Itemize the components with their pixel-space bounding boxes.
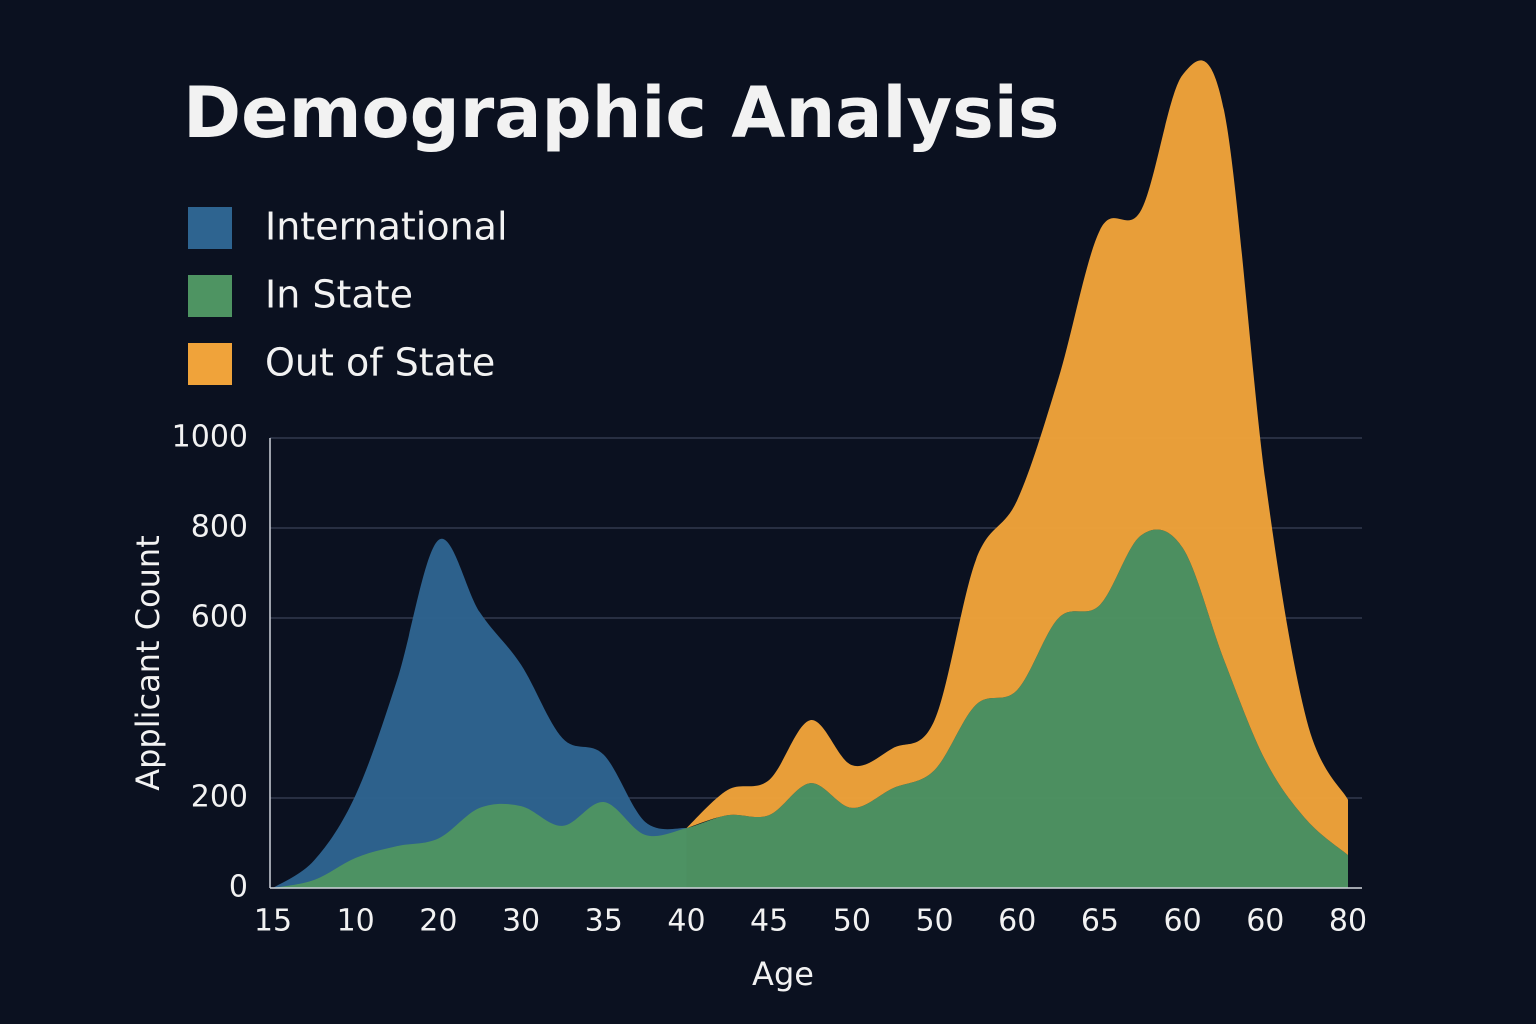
legend-swatch <box>188 207 232 249</box>
plot-area: 0 200 600 800 1000 15 10 20 30 35 40 45 50 50 60 65 60 60… <box>172 60 1367 939</box>
y-tick-label: 800 <box>191 510 248 545</box>
legend-label: In State <box>265 273 413 317</box>
y-tick-label: 1000 <box>172 420 248 455</box>
area <box>686 60 1348 856</box>
legend-label: Out of State <box>265 341 495 385</box>
x-tick-label: 40 <box>667 904 705 939</box>
x-tick-label: 20 <box>419 904 457 939</box>
chart-title: Demographic Analysis <box>183 72 1059 154</box>
legend-swatch <box>188 343 232 385</box>
x-tick-label: 80 <box>1329 904 1367 939</box>
y-tick-label: 200 <box>191 780 248 815</box>
y-axis-label: Applicant Count <box>129 535 167 791</box>
x-tick-label: 10 <box>337 904 375 939</box>
legend-label: International <box>265 205 508 249</box>
legend: International In State Out of State <box>188 205 508 385</box>
y-tick-label: 600 <box>191 600 248 635</box>
legend-swatch <box>188 275 232 317</box>
x-tick-label: 50 <box>915 904 953 939</box>
x-tick-label: 30 <box>502 904 540 939</box>
y-tick-label: 0 <box>229 870 248 905</box>
x-tick-label: 35 <box>585 904 623 939</box>
x-tick-label: 60 <box>998 904 1036 939</box>
x-tick-label: 60 <box>1164 904 1202 939</box>
x-tick-label: 65 <box>1081 904 1119 939</box>
x-axis-label: Age <box>752 955 814 993</box>
x-tick-label: 15 <box>254 904 292 939</box>
x-tick-label: 50 <box>833 904 871 939</box>
x-tick-label: 45 <box>750 904 788 939</box>
area <box>273 529 1348 888</box>
x-tick-label: 60 <box>1246 904 1284 939</box>
area <box>273 538 687 888</box>
